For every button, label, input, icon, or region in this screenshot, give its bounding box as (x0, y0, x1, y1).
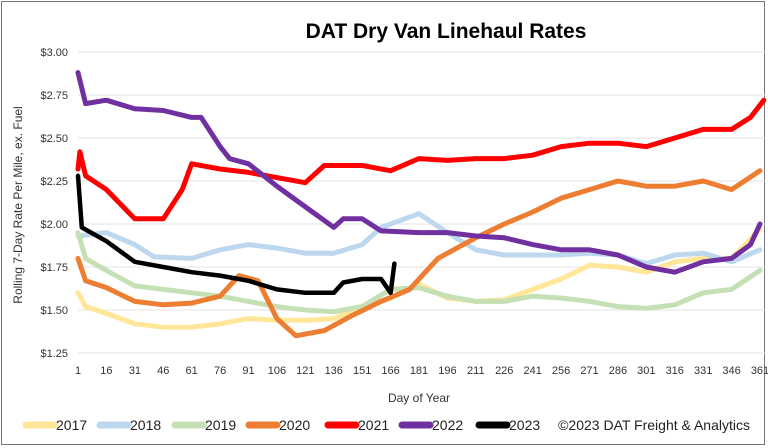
series-line-2023 (75, 173, 397, 296)
x-tick-label: 166 (381, 365, 399, 377)
series-line-2020 (75, 168, 763, 339)
x-tick-label: 61 (186, 365, 198, 377)
y-tick-label: $1.75 (40, 262, 68, 274)
y-tick-label: $1.50 (40, 305, 68, 317)
x-tick-label: 286 (609, 365, 627, 377)
series-line-2021 (75, 97, 767, 222)
x-tick-label: 196 (438, 365, 456, 377)
y-tick-label: $1.25 (40, 348, 68, 360)
y-tick-label: $2.00 (40, 219, 68, 231)
x-tick-label: 211 (467, 365, 485, 377)
x-tick-label: 106 (268, 365, 286, 377)
x-tick-label: 121 (296, 365, 314, 377)
series-line-2022 (75, 70, 763, 275)
legend-label-2019: 2019 (205, 417, 236, 433)
x-tick-label: 331 (694, 365, 712, 377)
x-tick-label: 91 (242, 365, 254, 377)
x-tick-label: 316 (666, 365, 684, 377)
y-tick-label: $2.50 (40, 133, 68, 145)
x-tick-label: 1 (75, 365, 81, 377)
x-tick-label: 241 (523, 365, 541, 377)
copyright-credit: ©2023 DAT Freight & Analytics (558, 417, 750, 433)
x-tick-label: 76 (214, 365, 226, 377)
y-axis-label: Rolling 7-Day Rate Per Mile, ex. Fuel (11, 106, 25, 303)
legend: 2017 2018 2019 2020 2021 2022 2023 (22, 417, 540, 433)
legend-label-2017: 2017 (56, 417, 87, 433)
x-tick-label: 181 (410, 365, 428, 377)
x-tick-label: 46 (157, 365, 169, 377)
x-tick-label: 271 (580, 365, 598, 377)
x-tick-label: 301 (637, 365, 655, 377)
x-tick-label: 151 (353, 365, 371, 377)
x-axis-label: Day of Year (388, 391, 450, 405)
legend-label-2021: 2021 (358, 417, 389, 433)
chart-title: DAT Dry Van Linehaul Rates (306, 20, 587, 43)
x-tick-label: 31 (129, 365, 141, 377)
series-line-2018 (75, 211, 763, 267)
legend-label-2023: 2023 (509, 417, 540, 433)
x-tick-label: 256 (552, 365, 570, 377)
x-tick-label: 136 (325, 365, 343, 377)
y-tick-label: $3.00 (40, 47, 68, 59)
legend-label-2020: 2020 (279, 417, 310, 433)
legend-label-2018: 2018 (130, 417, 161, 433)
x-tick-label: 226 (495, 365, 513, 377)
y-tick-label: $2.25 (40, 176, 68, 188)
legend-label-2022: 2022 (432, 417, 463, 433)
x-tick-label: 346 (722, 365, 740, 377)
x-tick-label: 361 (751, 365, 768, 377)
y-tick-label: $2.75 (40, 90, 68, 102)
x-tick-label: 16 (100, 365, 112, 377)
series-line-2019 (75, 230, 763, 315)
